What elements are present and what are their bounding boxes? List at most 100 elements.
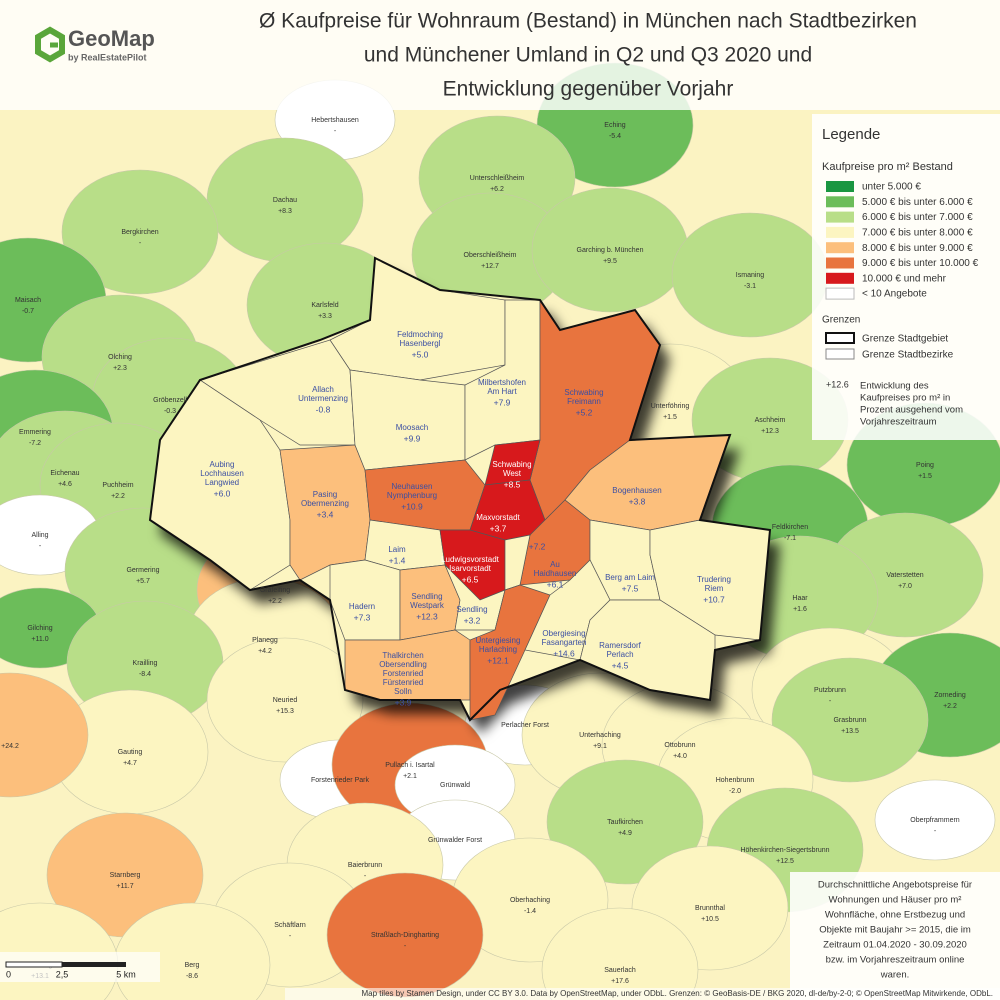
district-change: +6.0 bbox=[214, 488, 231, 498]
town-name: Poing bbox=[916, 462, 934, 469]
town-change: +12.3 bbox=[761, 428, 779, 435]
town-area bbox=[541, 907, 699, 1000]
town-change: -5.4 bbox=[609, 133, 621, 140]
town-name: Puchheim bbox=[102, 482, 133, 489]
legend-heading: Grenzen bbox=[822, 315, 860, 326]
town-name: Planegg bbox=[252, 637, 278, 644]
town-name: Oberhaching bbox=[510, 897, 550, 904]
legend-label: < 10 Angebote bbox=[862, 289, 927, 300]
district-name: Langwied bbox=[205, 478, 239, 487]
town-change: -0.7 bbox=[22, 308, 34, 315]
district-change: +10.7 bbox=[703, 594, 725, 604]
note-line: bzw. im Vorjahreszeitraum online bbox=[826, 955, 965, 966]
district-name: Pasing bbox=[313, 490, 337, 499]
legend-label: unter 5.000 € bbox=[862, 182, 921, 193]
town-change: -3.1 bbox=[744, 283, 756, 290]
title-line: Ø Kaufpreise für Wohnraum (Bestand) in M… bbox=[259, 10, 917, 33]
district-name: Obersendling bbox=[379, 660, 427, 669]
town-area bbox=[61, 169, 219, 295]
title-line: Entwicklung gegenüber Vorjahr bbox=[443, 78, 734, 101]
note-line: Durchschnittliche Angebotspreise für bbox=[818, 880, 972, 891]
town-change: +11.7 bbox=[116, 883, 133, 890]
legend-label: 8.000 € bis unter 9.000 € bbox=[862, 243, 973, 254]
town-name: Oberschleißheim bbox=[464, 252, 517, 259]
district-name: Milbertshofen bbox=[478, 378, 526, 387]
town-name: Haar bbox=[792, 595, 808, 602]
district-name: Maxvorstadt bbox=[476, 513, 520, 522]
district-change: +3.2 bbox=[464, 615, 481, 625]
district-name: Sendling bbox=[456, 605, 487, 614]
district-name: Ludwigsvorstadt bbox=[441, 555, 500, 564]
town-name: Eichenau bbox=[50, 470, 79, 477]
district-name: Fasangarten bbox=[542, 638, 587, 647]
district-change: +3.9 bbox=[395, 697, 412, 707]
town-name: Baierbrunn bbox=[348, 862, 382, 869]
town-name: Taufkirchen bbox=[607, 819, 643, 826]
district-name: Obermenzing bbox=[301, 499, 349, 508]
district-name: Am Hart bbox=[487, 387, 517, 396]
town-area bbox=[206, 637, 364, 763]
legend-sample: +12.6 bbox=[826, 379, 849, 389]
district-change: +7.9 bbox=[494, 397, 511, 407]
town-name: Dachau bbox=[273, 197, 297, 204]
logo: GeoMap by RealEstatePilot bbox=[35, 26, 155, 63]
town-change: +9.5 bbox=[603, 258, 617, 265]
district-change: +8.5 bbox=[504, 479, 521, 489]
district-name: Forstenried bbox=[383, 669, 423, 678]
note-line: Wohnfläche, ohne Erstbezug und bbox=[825, 910, 965, 921]
legend-heading: Kaufpreise pro m² Bestand bbox=[822, 161, 953, 173]
legend-swatch-city bbox=[825, 332, 855, 344]
town-name: Schäftlarn bbox=[274, 922, 306, 929]
district-change: +5.0 bbox=[412, 349, 429, 359]
logo-icon bbox=[35, 26, 65, 63]
district-change: +3.4 bbox=[317, 509, 334, 519]
legend-label: 7.000 € bis unter 8.000 € bbox=[862, 228, 973, 239]
town-change: - bbox=[39, 543, 42, 550]
district-name: Trudering bbox=[697, 575, 731, 584]
town-name: Unterschleißheim bbox=[470, 175, 525, 182]
town-change: +2.3 bbox=[113, 365, 127, 372]
town-area bbox=[0, 672, 89, 798]
town-name: Forstenrieder Park bbox=[311, 777, 369, 784]
town-change: -8.6 bbox=[186, 973, 198, 980]
legend-label: 6.000 € bis unter 7.000 € bbox=[862, 212, 973, 223]
town-change: - bbox=[364, 873, 367, 880]
district-name: Bogenhausen bbox=[612, 486, 661, 495]
town-change: +12.7 bbox=[481, 263, 499, 270]
town-change: +4.9 bbox=[618, 830, 632, 837]
town-change: +2.2 bbox=[943, 703, 957, 710]
town-name: Feldkirchen bbox=[772, 524, 808, 531]
scale-segment bbox=[5, 961, 63, 968]
district-change: +7.5 bbox=[622, 583, 639, 593]
district-area bbox=[349, 369, 466, 471]
district-name: Moosach bbox=[396, 423, 428, 432]
district-change: +7.3 bbox=[354, 612, 371, 622]
note-line: waren. bbox=[880, 970, 910, 981]
town-change: +2.2 bbox=[268, 598, 282, 605]
district-change: +12.3 bbox=[416, 611, 438, 621]
note-line: Zeitraum 01.04.2020 - 30.09.2020 bbox=[823, 940, 967, 951]
legend-swatch bbox=[826, 272, 854, 284]
town-name: Grünwalder Forst bbox=[428, 837, 482, 844]
scale-label: 5 km bbox=[116, 969, 136, 979]
district-name: Ramersdorf bbox=[599, 641, 642, 650]
town-change: - bbox=[139, 240, 142, 247]
town-name: Vaterstetten bbox=[886, 572, 923, 579]
town-name: Hohenbrunn bbox=[716, 777, 755, 784]
legend-swatch bbox=[826, 181, 854, 192]
town-name: Starnberg bbox=[110, 872, 141, 879]
district-change: +7.2 bbox=[529, 541, 546, 551]
town-change: -8.4 bbox=[139, 671, 151, 678]
district-name: Laim bbox=[388, 545, 406, 554]
district-name: Neuhausen bbox=[392, 482, 433, 491]
town-change: +2.2 bbox=[111, 493, 125, 500]
district-name: Isarvorstadt bbox=[449, 564, 492, 573]
district-name: Obergiesing bbox=[542, 629, 585, 638]
district-change: +6.1 bbox=[547, 579, 564, 589]
district-name: Untergiesing bbox=[476, 636, 521, 645]
note-panel bbox=[790, 872, 1000, 1000]
attribution-band bbox=[285, 988, 1000, 1000]
town-change: +2.1 bbox=[403, 773, 417, 780]
towns-layer bbox=[0, 62, 1000, 1000]
town-name: Straßlach-Dingharting bbox=[371, 932, 439, 939]
